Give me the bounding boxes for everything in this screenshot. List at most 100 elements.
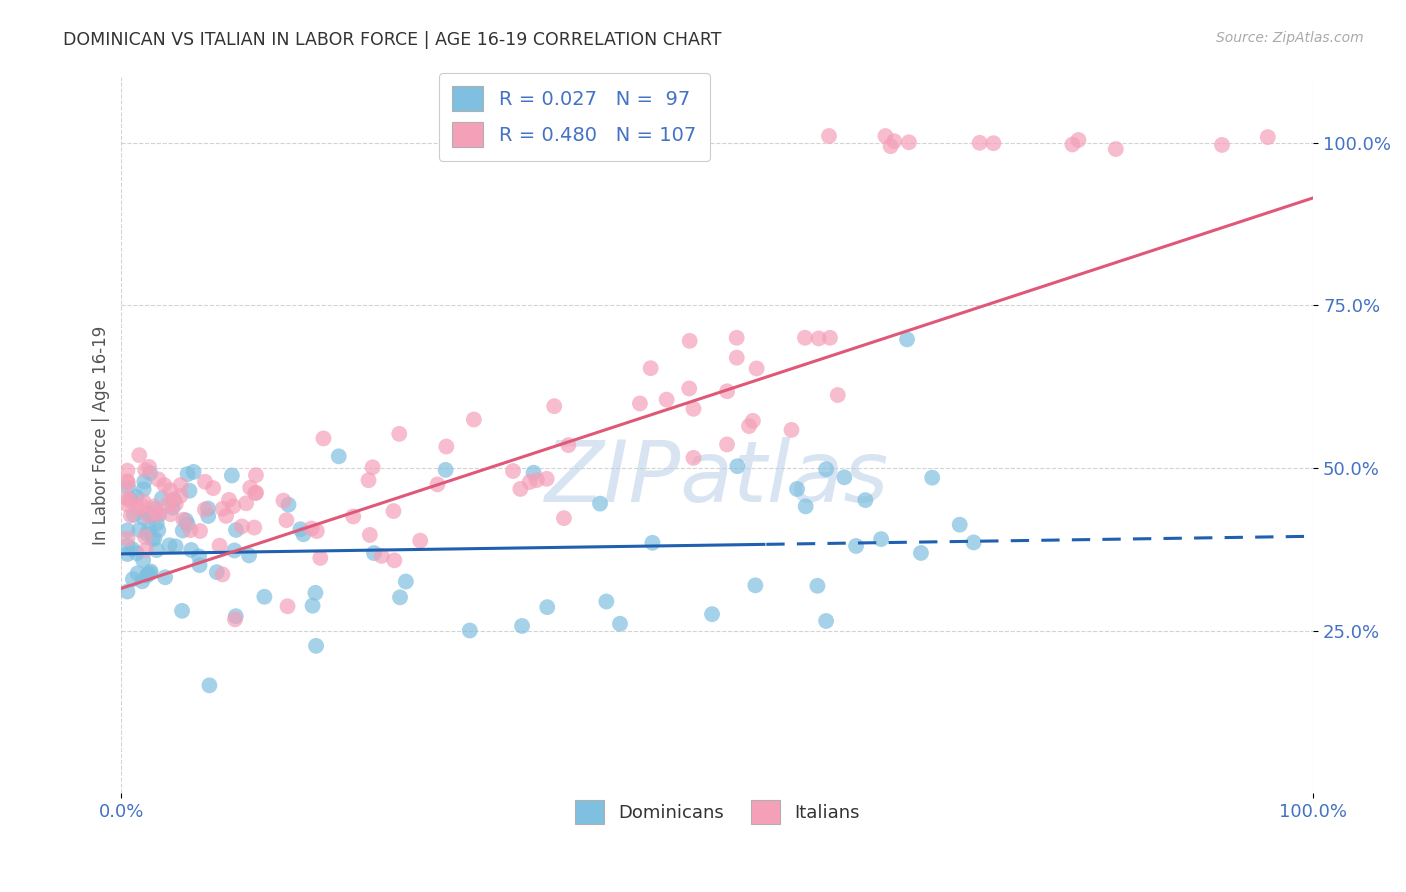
Point xyxy=(225,523,247,537)
Point xyxy=(183,465,205,479)
Point xyxy=(197,501,219,516)
Point xyxy=(309,550,332,565)
Point xyxy=(128,448,150,462)
Point xyxy=(745,361,768,376)
Point xyxy=(536,472,558,486)
Text: ZIPatlas: ZIPatlas xyxy=(546,437,890,520)
Point xyxy=(117,532,139,546)
Point xyxy=(875,129,897,144)
Point xyxy=(162,500,184,515)
Point xyxy=(557,438,579,452)
Point xyxy=(120,508,142,523)
Point xyxy=(159,483,181,497)
Point xyxy=(641,536,664,550)
Point xyxy=(463,412,485,426)
Point xyxy=(131,499,153,513)
Point xyxy=(245,485,267,500)
Text: Source: ZipAtlas.com: Source: ZipAtlas.com xyxy=(1216,31,1364,45)
Point xyxy=(741,414,763,428)
Point xyxy=(117,491,139,505)
Point xyxy=(117,464,139,478)
Point xyxy=(682,450,704,465)
Point xyxy=(169,489,191,503)
Point xyxy=(163,492,186,507)
Point xyxy=(145,505,167,519)
Point xyxy=(304,586,326,600)
Point xyxy=(290,522,312,536)
Point xyxy=(1211,137,1233,152)
Point xyxy=(172,524,194,538)
Point xyxy=(238,549,260,563)
Point xyxy=(136,567,159,582)
Point xyxy=(231,519,253,533)
Point xyxy=(224,612,246,626)
Point xyxy=(148,523,170,537)
Point xyxy=(273,493,295,508)
Point xyxy=(172,513,194,527)
Point xyxy=(780,423,803,437)
Point xyxy=(117,539,139,553)
Point xyxy=(122,508,145,522)
Point xyxy=(628,396,651,410)
Point xyxy=(143,500,166,514)
Point xyxy=(150,491,173,506)
Point xyxy=(716,437,738,451)
Point xyxy=(188,558,211,573)
Point xyxy=(1062,137,1084,152)
Point xyxy=(135,543,157,558)
Point xyxy=(121,542,143,557)
Point xyxy=(305,524,328,538)
Point xyxy=(845,539,868,553)
Point xyxy=(276,513,298,527)
Point xyxy=(359,528,381,542)
Point xyxy=(363,546,385,560)
Point xyxy=(117,498,139,512)
Point xyxy=(458,624,481,638)
Point xyxy=(509,482,531,496)
Point xyxy=(589,497,612,511)
Point xyxy=(134,475,156,489)
Point xyxy=(127,566,149,581)
Point xyxy=(277,599,299,614)
Point xyxy=(117,547,139,561)
Point xyxy=(132,495,155,509)
Point xyxy=(153,570,176,584)
Point xyxy=(969,136,991,150)
Point xyxy=(679,334,702,348)
Point xyxy=(434,440,457,454)
Point xyxy=(292,527,315,541)
Point xyxy=(342,509,364,524)
Point xyxy=(122,572,145,586)
Point xyxy=(962,535,984,549)
Point xyxy=(510,619,533,633)
Point xyxy=(807,331,830,345)
Point xyxy=(409,533,432,548)
Point xyxy=(139,566,162,581)
Point xyxy=(148,508,170,522)
Point xyxy=(388,426,411,441)
Point xyxy=(117,524,139,538)
Point xyxy=(159,507,181,521)
Point xyxy=(910,546,932,560)
Point xyxy=(224,543,246,558)
Point xyxy=(678,381,700,395)
Point xyxy=(198,678,221,692)
Text: DOMINICAN VS ITALIAN IN LABOR FORCE | AGE 16-19 CORRELATION CHART: DOMINICAN VS ITALIAN IN LABOR FORCE | AG… xyxy=(63,31,721,49)
Point xyxy=(502,464,524,478)
Point xyxy=(176,467,198,482)
Point xyxy=(523,466,546,480)
Point xyxy=(361,460,384,475)
Point xyxy=(131,574,153,589)
Point xyxy=(921,471,943,485)
Point xyxy=(536,600,558,615)
Point xyxy=(205,565,228,579)
Point xyxy=(157,497,180,511)
Point xyxy=(1105,142,1128,156)
Point xyxy=(879,139,901,153)
Point xyxy=(188,524,211,538)
Point xyxy=(818,331,841,345)
Point xyxy=(595,594,617,608)
Point xyxy=(139,565,162,579)
Point xyxy=(221,468,243,483)
Point xyxy=(146,507,169,521)
